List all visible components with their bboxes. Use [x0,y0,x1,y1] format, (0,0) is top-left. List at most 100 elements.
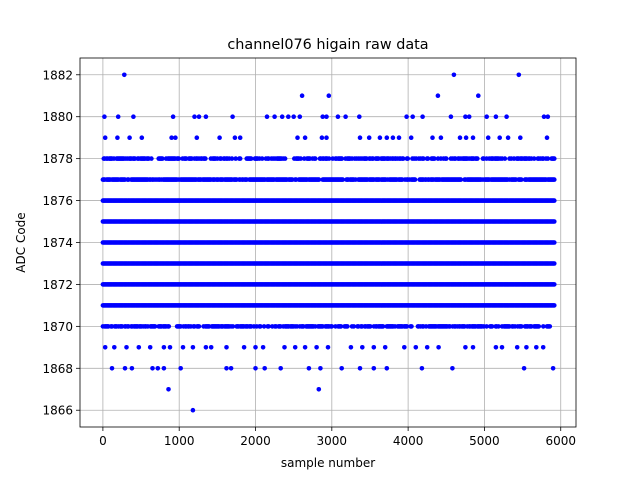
data-point [552,282,557,287]
data-point [408,135,414,140]
data-point [409,324,414,329]
data-point [228,366,234,371]
data-point [192,114,197,119]
y-tick-label: 1870 [42,320,73,334]
data-point [552,177,557,182]
data-point [102,135,108,140]
data-point [302,345,308,350]
data-point [505,135,511,140]
data-point [237,156,243,161]
data-point [306,366,312,371]
data-point [485,135,491,140]
data-point [504,114,509,119]
data-point [552,156,557,161]
data-point [124,345,129,350]
data-point [552,261,557,266]
data-point [122,366,128,371]
data-point [339,366,345,371]
y-tick-label: 1878 [42,152,73,166]
y-tick-label: 1876 [42,194,73,208]
data-point [230,114,235,119]
data-point [435,93,441,98]
data-point [404,114,409,119]
data-point [438,135,444,140]
data-point [368,324,373,329]
data-point [536,324,542,329]
data-point [316,387,322,392]
data-point [544,135,550,140]
data-point [405,156,411,161]
data-point [129,366,135,371]
data-point [552,303,557,308]
chart-title: channel076 higain raw data [227,37,428,53]
data-point [404,324,410,329]
data-point [169,135,174,140]
x-tick-label: 6000 [545,434,576,448]
data-point [139,135,145,140]
data-point [514,345,520,350]
data-point [286,114,291,119]
data-point [496,324,501,329]
data-point [196,324,202,329]
data-point [545,156,551,161]
data-point [203,114,209,119]
data-point [547,324,553,329]
data-point [253,345,258,350]
data-point [493,114,499,119]
data-point [412,177,418,182]
x-axis-label: sample number [281,456,375,470]
data-point [550,366,556,371]
data-point [371,366,377,371]
data-point [329,324,335,329]
data-point [541,114,547,119]
data-point [297,114,303,119]
data-point [292,345,298,350]
data-point [345,324,350,329]
data-point [253,366,258,371]
x-tick-label: 1000 [164,434,195,448]
x-tick-label: 2000 [240,434,271,448]
data-point [545,114,551,119]
data-point [314,345,319,350]
data-point [421,156,426,161]
data-point [102,345,108,350]
scatter-points [100,72,557,413]
data-point [282,345,287,350]
data-point [470,135,476,140]
data-point [463,114,468,119]
data-point [534,345,539,350]
data-point [272,114,277,119]
data-point [115,114,121,119]
data-point [167,345,173,350]
data-point [262,366,268,371]
data-point [319,135,325,140]
data-point [419,366,425,371]
data-point [458,177,464,182]
data-point [324,135,329,140]
data-point [519,324,524,329]
y-tick-label: 1882 [42,68,73,82]
data-point [502,156,508,161]
data-point [410,114,416,119]
data-point [521,366,527,371]
data-point [299,93,305,98]
data-point [224,345,229,350]
data-point [291,114,297,119]
data-point [360,345,365,350]
data-point [282,156,288,161]
y-tick-label: 1868 [42,362,73,376]
data-point [295,135,300,140]
data-point [161,366,167,371]
data-point [115,135,120,140]
data-point [229,156,235,161]
data-point [470,345,476,350]
y-tick-label: 1872 [42,278,73,292]
data-point [484,114,490,119]
data-point [380,324,386,329]
data-point [109,366,115,371]
y-axis: 1866 1868 1870 1872 1874 1876 1878 1880 1882 [42,68,80,418]
data-point [450,366,455,371]
data-point [402,345,407,350]
data-point [248,156,254,161]
